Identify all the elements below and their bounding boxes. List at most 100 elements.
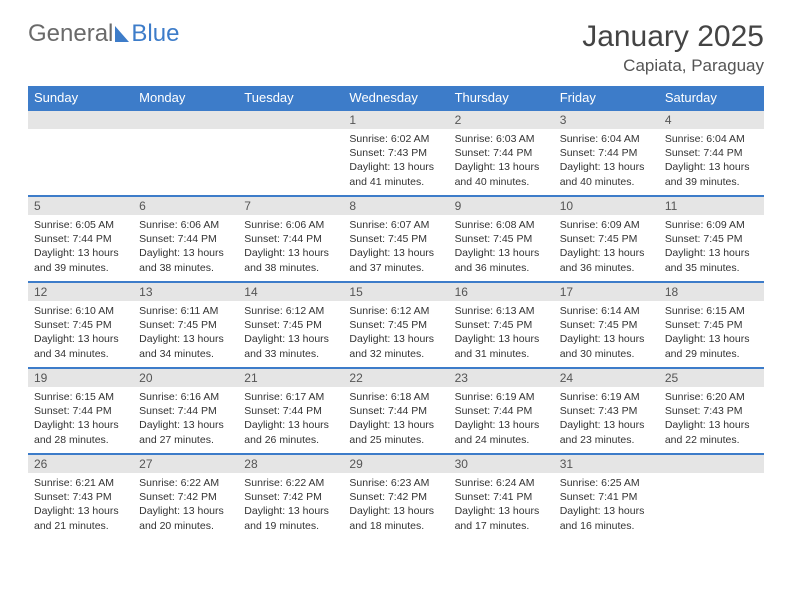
day-daylight1: Daylight: 13 hours <box>349 504 442 518</box>
day-sunset: Sunset: 7:45 PM <box>455 318 548 332</box>
day-sunset: Sunset: 7:45 PM <box>560 232 653 246</box>
day-sunrise: Sunrise: 6:09 AM <box>560 218 653 232</box>
day-daylight1: Daylight: 13 hours <box>139 332 232 346</box>
calendar-table: Sunday Monday Tuesday Wednesday Thursday… <box>28 86 764 539</box>
day-daylight1: Daylight: 13 hours <box>455 160 548 174</box>
calendar-day: 6Sunrise: 6:06 AMSunset: 7:44 PMDaylight… <box>133 195 238 281</box>
calendar-day: 13Sunrise: 6:11 AMSunset: 7:45 PMDayligh… <box>133 281 238 367</box>
day-number: 10 <box>554 195 659 215</box>
title-block: January 2025 Capiata, Paraguay <box>582 20 764 76</box>
day-daylight1: Daylight: 13 hours <box>560 418 653 432</box>
day-daylight2: and 31 minutes. <box>455 347 548 361</box>
calendar-day: 19Sunrise: 6:15 AMSunset: 7:44 PMDayligh… <box>28 367 133 453</box>
calendar-page: General Blue January 2025 Capiata, Parag… <box>0 0 792 559</box>
calendar-day: 7Sunrise: 6:06 AMSunset: 7:44 PMDaylight… <box>238 195 343 281</box>
day-sunset: Sunset: 7:41 PM <box>455 490 548 504</box>
day-number: 9 <box>449 195 554 215</box>
day-sunset: Sunset: 7:41 PM <box>560 490 653 504</box>
day-daylight2: and 39 minutes. <box>665 175 758 189</box>
day-sunrise: Sunrise: 6:16 AM <box>139 390 232 404</box>
day-daylight1: Daylight: 13 hours <box>34 332 127 346</box>
day-sunset: Sunset: 7:42 PM <box>349 490 442 504</box>
day-details: Sunrise: 6:05 AMSunset: 7:44 PMDaylight:… <box>28 215 133 279</box>
day-sunset: Sunset: 7:44 PM <box>139 232 232 246</box>
day-details: Sunrise: 6:10 AMSunset: 7:45 PMDaylight:… <box>28 301 133 365</box>
day-daylight1: Daylight: 13 hours <box>560 332 653 346</box>
day-sunset: Sunset: 7:42 PM <box>244 490 337 504</box>
day-sunrise: Sunrise: 6:06 AM <box>139 218 232 232</box>
weekday-header: Sunday <box>28 86 133 109</box>
day-daylight1: Daylight: 13 hours <box>560 246 653 260</box>
day-details <box>28 129 133 136</box>
day-number: 1 <box>343 109 448 129</box>
day-sunrise: Sunrise: 6:21 AM <box>34 476 127 490</box>
day-daylight2: and 16 minutes. <box>560 519 653 533</box>
calendar-day: 25Sunrise: 6:20 AMSunset: 7:43 PMDayligh… <box>659 367 764 453</box>
day-sunrise: Sunrise: 6:08 AM <box>455 218 548 232</box>
weekday-header: Monday <box>133 86 238 109</box>
calendar-day <box>659 453 764 539</box>
day-daylight2: and 38 minutes. <box>139 261 232 275</box>
day-sunrise: Sunrise: 6:06 AM <box>244 218 337 232</box>
day-daylight2: and 34 minutes. <box>139 347 232 361</box>
day-sunrise: Sunrise: 6:17 AM <box>244 390 337 404</box>
calendar-day: 22Sunrise: 6:18 AMSunset: 7:44 PMDayligh… <box>343 367 448 453</box>
day-daylight1: Daylight: 13 hours <box>455 246 548 260</box>
day-number: 5 <box>28 195 133 215</box>
day-daylight1: Daylight: 13 hours <box>665 418 758 432</box>
day-daylight2: and 17 minutes. <box>455 519 548 533</box>
day-daylight2: and 19 minutes. <box>244 519 337 533</box>
calendar-day <box>238 109 343 195</box>
day-sunset: Sunset: 7:45 PM <box>139 318 232 332</box>
day-sunset: Sunset: 7:43 PM <box>560 404 653 418</box>
day-sunset: Sunset: 7:44 PM <box>455 404 548 418</box>
day-number: 8 <box>343 195 448 215</box>
day-number: 24 <box>554 367 659 387</box>
day-daylight1: Daylight: 13 hours <box>665 160 758 174</box>
day-daylight2: and 36 minutes. <box>455 261 548 275</box>
day-daylight2: and 37 minutes. <box>349 261 442 275</box>
day-number: 23 <box>449 367 554 387</box>
day-daylight1: Daylight: 13 hours <box>560 160 653 174</box>
day-daylight2: and 40 minutes. <box>455 175 548 189</box>
day-daylight1: Daylight: 13 hours <box>34 504 127 518</box>
day-details: Sunrise: 6:13 AMSunset: 7:45 PMDaylight:… <box>449 301 554 365</box>
calendar-day: 18Sunrise: 6:15 AMSunset: 7:45 PMDayligh… <box>659 281 764 367</box>
day-daylight1: Daylight: 13 hours <box>455 418 548 432</box>
day-daylight2: and 30 minutes. <box>560 347 653 361</box>
day-details: Sunrise: 6:04 AMSunset: 7:44 PMDaylight:… <box>554 129 659 193</box>
day-daylight1: Daylight: 13 hours <box>349 418 442 432</box>
day-number: 30 <box>449 453 554 473</box>
day-sunrise: Sunrise: 6:04 AM <box>665 132 758 146</box>
day-sunrise: Sunrise: 6:09 AM <box>665 218 758 232</box>
day-details: Sunrise: 6:12 AMSunset: 7:45 PMDaylight:… <box>238 301 343 365</box>
day-details: Sunrise: 6:07 AMSunset: 7:45 PMDaylight:… <box>343 215 448 279</box>
day-daylight1: Daylight: 13 hours <box>349 160 442 174</box>
day-daylight1: Daylight: 13 hours <box>139 418 232 432</box>
calendar-day: 31Sunrise: 6:25 AMSunset: 7:41 PMDayligh… <box>554 453 659 539</box>
day-daylight1: Daylight: 13 hours <box>455 504 548 518</box>
day-details: Sunrise: 6:06 AMSunset: 7:44 PMDaylight:… <box>238 215 343 279</box>
day-sunrise: Sunrise: 6:19 AM <box>560 390 653 404</box>
day-number: 26 <box>28 453 133 473</box>
day-number: 19 <box>28 367 133 387</box>
day-number: 29 <box>343 453 448 473</box>
calendar-day: 5Sunrise: 6:05 AMSunset: 7:44 PMDaylight… <box>28 195 133 281</box>
calendar-week: 1Sunrise: 6:02 AMSunset: 7:43 PMDaylight… <box>28 109 764 195</box>
day-daylight2: and 29 minutes. <box>665 347 758 361</box>
day-daylight2: and 25 minutes. <box>349 433 442 447</box>
day-details: Sunrise: 6:14 AMSunset: 7:45 PMDaylight:… <box>554 301 659 365</box>
day-sunrise: Sunrise: 6:02 AM <box>349 132 442 146</box>
day-number: 15 <box>343 281 448 301</box>
calendar-day: 3Sunrise: 6:04 AMSunset: 7:44 PMDaylight… <box>554 109 659 195</box>
day-daylight2: and 21 minutes. <box>34 519 127 533</box>
day-number: 18 <box>659 281 764 301</box>
day-sunrise: Sunrise: 6:15 AM <box>665 304 758 318</box>
day-sunset: Sunset: 7:43 PM <box>665 404 758 418</box>
day-number: 13 <box>133 281 238 301</box>
day-number: 11 <box>659 195 764 215</box>
day-sunset: Sunset: 7:44 PM <box>455 146 548 160</box>
day-details: Sunrise: 6:22 AMSunset: 7:42 PMDaylight:… <box>238 473 343 537</box>
day-sunrise: Sunrise: 6:15 AM <box>34 390 127 404</box>
calendar-week: 26Sunrise: 6:21 AMSunset: 7:43 PMDayligh… <box>28 453 764 539</box>
